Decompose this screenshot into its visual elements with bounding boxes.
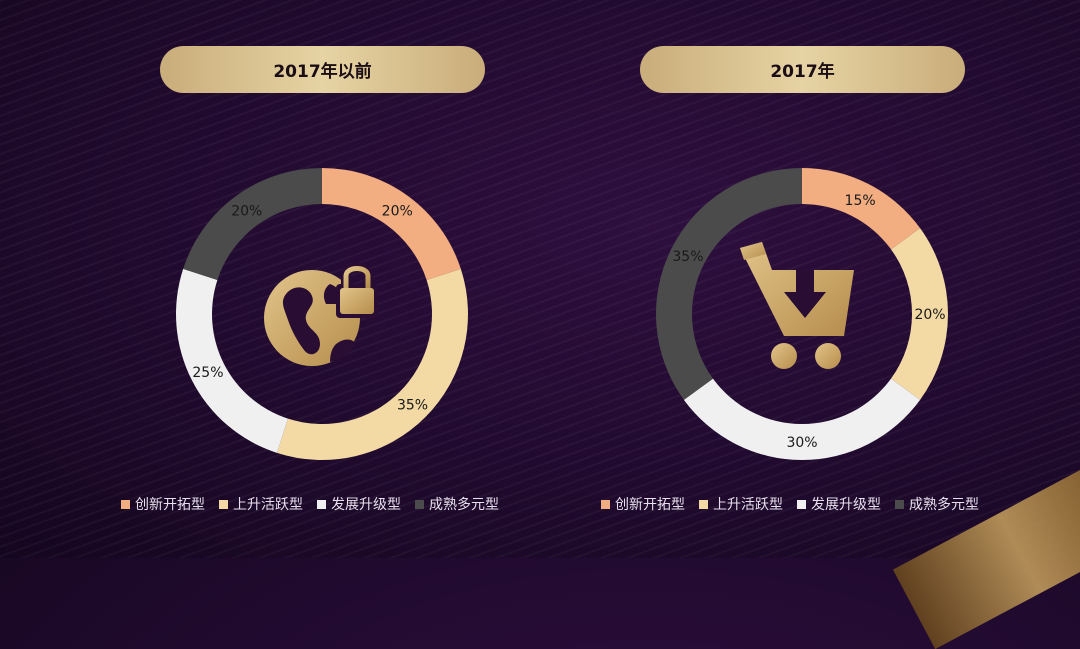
legend-swatch xyxy=(121,499,130,509)
chart-title-2017: 2017年 xyxy=(640,46,965,93)
donut-segment-2 xyxy=(890,228,948,400)
legend-item: 创新开拓型 xyxy=(601,494,685,514)
chart-panel-before-2017: 2017年以前 20% 35% 25% 20% 创新开拓型 上升活跃型 发展升级型 xyxy=(0,0,540,558)
shopping-cart-download-icon xyxy=(740,242,854,369)
donut-segment-2 xyxy=(276,268,468,460)
donut-label-2: 35% xyxy=(397,398,428,414)
donut-label-1: 15% xyxy=(845,193,876,209)
donut-label-1: 20% xyxy=(382,203,413,219)
legend-label: 成熟多元型 xyxy=(429,497,499,513)
chart-panel-2017: 2017年 15% 20% 30% 35% 创新开拓型 上升活跃型 发展升级型 成熟多… xyxy=(540,0,1080,558)
donut-segment-1 xyxy=(322,168,461,281)
legend-label: 发展升级型 xyxy=(331,497,401,513)
legend-before-2017: 创新开拓型 上升活跃型 发展升级型 成熟多元型 xyxy=(121,494,499,514)
legend-item: 创新开拓型 xyxy=(121,494,205,514)
donut-label-3: 25% xyxy=(192,365,223,381)
legend-swatch xyxy=(797,499,806,509)
legend-label: 成熟多元型 xyxy=(909,497,979,513)
legend-swatch xyxy=(415,499,424,509)
legend-2017: 创新开拓型 上升活跃型 发展升级型 成熟多元型 xyxy=(601,494,979,514)
legend-label: 创新开拓型 xyxy=(615,497,685,513)
donut-labels: 15% 20% 30% 35% xyxy=(672,193,945,451)
donut-segment-3 xyxy=(175,268,289,453)
chart-title-before-2017: 2017年以前 xyxy=(160,46,485,93)
legend-item: 成熟多元型 xyxy=(895,494,979,514)
donut-label-4: 35% xyxy=(672,249,703,265)
donut-segments xyxy=(656,168,948,460)
legend-item: 发展升级型 xyxy=(797,494,881,514)
legend-swatch xyxy=(317,499,326,509)
legend-item: 上升活跃型 xyxy=(219,494,303,514)
donut-segment-3 xyxy=(683,378,921,460)
donut-segment-4 xyxy=(183,168,322,281)
legend-swatch xyxy=(699,499,708,509)
donut-segment-1 xyxy=(802,168,921,250)
legend-label: 上升活跃型 xyxy=(233,497,303,513)
legend-swatch xyxy=(219,499,228,509)
donut-chart-before-2017: 20% 35% 25% 20% xyxy=(175,168,468,460)
legend-swatch xyxy=(601,499,610,509)
donut-labels: 20% 35% 25% 20% xyxy=(192,203,428,413)
donut-segments xyxy=(175,168,468,460)
legend-item: 成熟多元型 xyxy=(415,494,499,514)
donut-label-4: 20% xyxy=(231,203,262,219)
legend-label: 上升活跃型 xyxy=(713,497,783,513)
legend-label: 发展升级型 xyxy=(811,497,881,513)
legend-item: 上升活跃型 xyxy=(699,494,783,514)
donut-label-2: 20% xyxy=(914,307,945,323)
legend-label: 创新开拓型 xyxy=(135,497,205,513)
donut-chart-2017: 15% 20% 30% 35% xyxy=(656,168,948,460)
donut-label-3: 30% xyxy=(786,435,817,451)
globe-lock-icon xyxy=(264,262,378,366)
legend-item: 发展升级型 xyxy=(317,494,401,514)
legend-swatch xyxy=(895,499,904,509)
background-stripes xyxy=(0,0,1080,558)
donut-segment-4 xyxy=(656,168,802,400)
